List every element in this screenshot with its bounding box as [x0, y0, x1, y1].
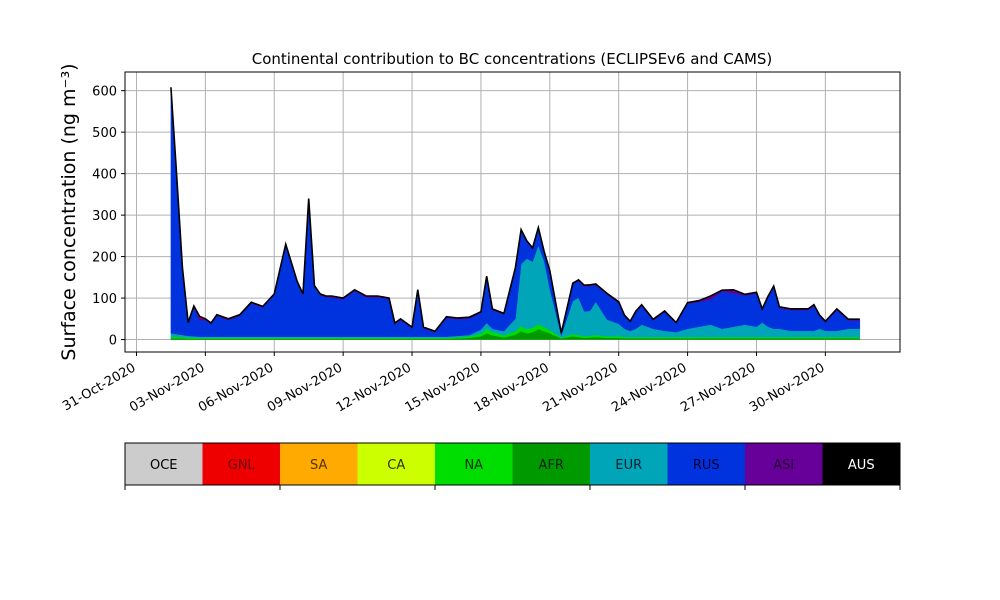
legend-swatch-sa	[280, 443, 358, 485]
legend-swatch-asi	[745, 443, 823, 485]
y-tick-label: 500	[92, 126, 117, 141]
x-tick-label: 03-Nov-2020	[127, 360, 207, 415]
legend-label-eur: EUR	[615, 458, 642, 473]
x-tick-label: 09-Nov-2020	[265, 360, 345, 415]
legend-swatch-oce	[125, 443, 203, 485]
chart-title: Continental contribution to BC concentra…	[252, 50, 773, 68]
y-axis-label: Surface concentration (ng m⁻³)	[58, 63, 80, 360]
legend-label-asi: ASI	[773, 458, 794, 473]
total-line	[170, 87, 860, 334]
y-ticks: 0 100 200 300 400 500 600	[92, 85, 125, 349]
legend-label-gnl: GNL	[228, 458, 256, 473]
legend-swatch-gnl	[202, 443, 280, 485]
y-tick-label: 300	[92, 209, 117, 224]
legend-label-ca: CA	[387, 458, 405, 473]
legend-swatch-ca	[357, 443, 435, 485]
y-tick-label: 400	[92, 168, 117, 183]
legend-label-rus: RUS	[693, 458, 720, 473]
legend: OCE GNL SA CA NA AFR EUR RUS ASI AUS	[124, 442, 901, 490]
legend-label-na: NA	[464, 458, 483, 473]
legend-label-oce: OCE	[150, 458, 178, 473]
x-ticks: 31-Oct-202003-Nov-202006-Nov-202009-Nov-…	[60, 352, 827, 415]
legend-swatch-na	[435, 443, 513, 485]
y-tick-label: 100	[92, 292, 117, 307]
legend-label-afr: AFR	[539, 458, 564, 473]
legend-swatch-eur	[590, 443, 668, 485]
x-tick-label: 30-Nov-2020	[747, 360, 827, 415]
x-tick-label: 15-Nov-2020	[403, 360, 483, 415]
legend-label-sa: SA	[310, 458, 327, 473]
legend-swatch-rus	[667, 443, 745, 485]
y-tick-label: 0	[109, 334, 117, 349]
legend-swatch-aus	[822, 443, 900, 485]
x-tick-label: 21-Nov-2020	[540, 360, 620, 415]
x-tick-label: 06-Nov-2020	[196, 360, 276, 415]
y-tick-label: 200	[92, 251, 117, 266]
x-tick-label: 24-Nov-2020	[609, 360, 689, 415]
legend-label-aus: AUS	[848, 458, 875, 473]
legend-swatch-afr	[512, 443, 590, 485]
x-tick-label: 12-Nov-2020	[334, 360, 414, 415]
x-tick-label: 27-Nov-2020	[678, 360, 758, 415]
x-tick-label: 31-Oct-2020	[60, 360, 138, 414]
y-tick-label: 600	[92, 85, 117, 100]
x-tick-label: 18-Nov-2020	[472, 360, 552, 415]
plot-frame	[124, 71, 901, 353]
total-line-group	[170, 87, 860, 334]
legend-frame	[124, 442, 901, 486]
